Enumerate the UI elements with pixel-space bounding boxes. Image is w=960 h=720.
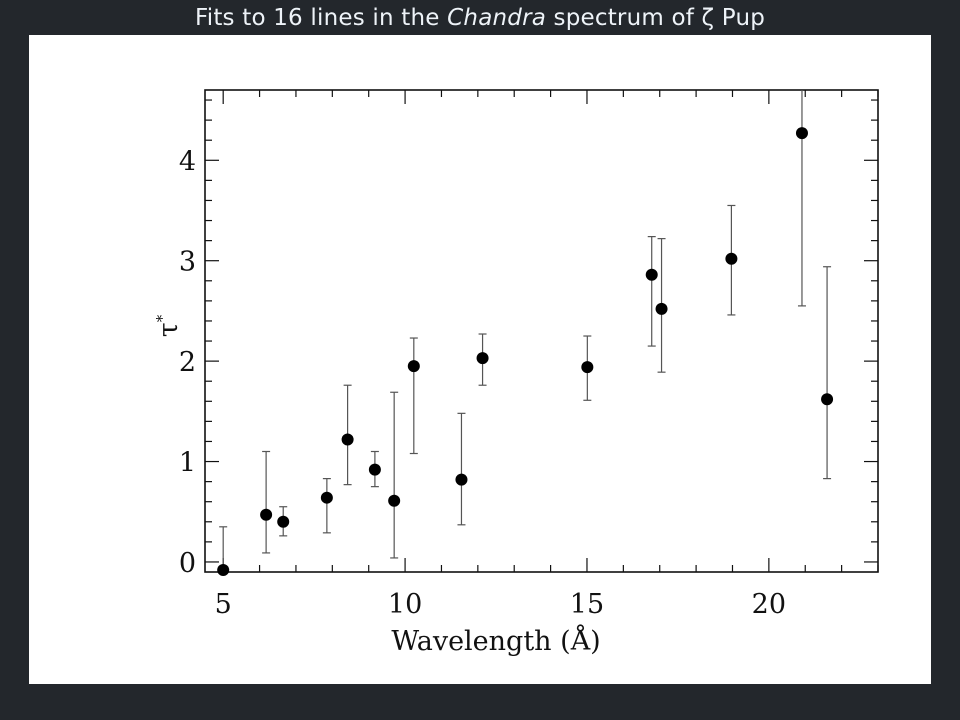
y-axis-label: τ* [153, 314, 184, 337]
error-bar [457, 412, 466, 526]
x-axis-label: Wavelength (Å) [391, 624, 600, 657]
x-tick-label: 20 [752, 589, 786, 620]
data-point [368, 463, 381, 476]
chart-panel: 5 10 15 20 0 1 2 3 4 Wavelength (Å) τ* [29, 35, 931, 684]
data-point [260, 508, 273, 521]
plot-frame [204, 89, 879, 573]
data-point [581, 361, 594, 374]
data-point [725, 252, 738, 265]
axis-tick-labels: 5 10 15 20 0 1 2 3 4 [179, 146, 786, 620]
data-point [821, 393, 834, 406]
title-text-italic: Chandra [447, 5, 547, 31]
y-tick-label: 0 [179, 548, 196, 579]
error-bar [823, 266, 832, 480]
error-bar [409, 337, 418, 455]
scatter-chart: 5 10 15 20 0 1 2 3 4 Wavelength (Å) τ* [153, 89, 879, 657]
data-point [655, 302, 668, 315]
error-bar [262, 450, 271, 554]
data-point [217, 563, 230, 576]
y-tick-label: 4 [179, 146, 196, 177]
y-tick-label: 1 [179, 448, 196, 479]
error-bar [647, 236, 656, 347]
data-point [476, 352, 489, 365]
data-point [320, 491, 333, 504]
y-axis-label-subscript: * [153, 314, 171, 322]
data-points [217, 127, 834, 576]
y-axis-label-symbol: τ [153, 322, 184, 337]
slide-title: Fits to 16 lines in the Chandra spectrum… [0, 0, 960, 36]
data-point [795, 127, 808, 140]
error-bar [390, 391, 399, 559]
x-tick-label: 10 [388, 589, 422, 620]
y-tick-label: 2 [179, 347, 196, 378]
title-text-post: spectrum of ζ Pup [546, 5, 766, 31]
error-bar [322, 478, 331, 534]
title-text-pre: Fits to 16 lines in the [194, 5, 448, 31]
x-tick-label: 5 [215, 589, 232, 620]
error-bar [797, 90, 806, 307]
axis-ticks [205, 90, 879, 572]
y-tick-label: 3 [179, 247, 196, 278]
data-point [277, 515, 290, 528]
data-point [407, 360, 420, 373]
data-point [455, 473, 468, 486]
error-bars [219, 90, 832, 572]
x-tick-label: 15 [570, 589, 604, 620]
data-point [645, 268, 658, 281]
data-point [341, 433, 354, 446]
data-point [388, 494, 401, 507]
